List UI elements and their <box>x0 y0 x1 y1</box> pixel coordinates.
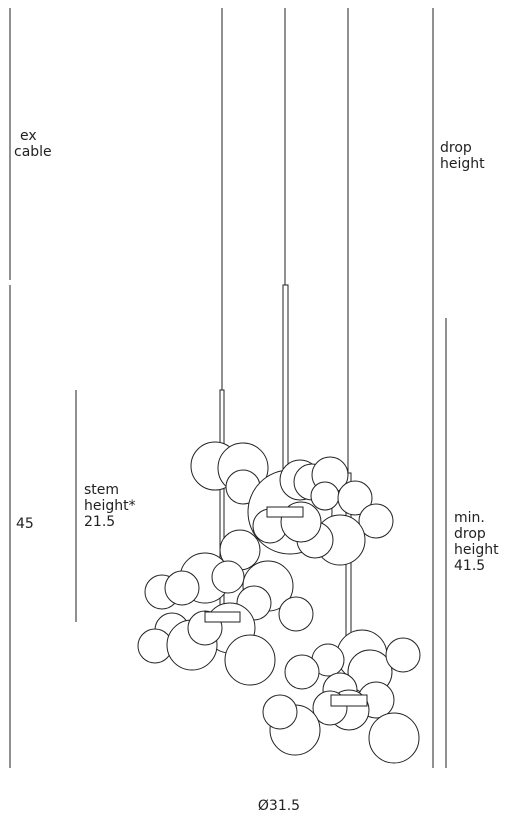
dimension-lines <box>9 8 447 768</box>
labels: ex cable drop height 45 stem height* 21.… <box>14 128 499 814</box>
label: stem <box>84 482 119 498</box>
label: drop <box>454 526 486 542</box>
label: height <box>454 542 499 558</box>
label: 41.5 <box>454 558 485 574</box>
label: height <box>440 156 485 172</box>
label: 21.5 <box>84 514 115 530</box>
label: drop <box>440 140 472 156</box>
label: height* <box>84 498 136 514</box>
label: 45 <box>16 516 34 532</box>
label: min. <box>454 510 485 526</box>
label: Ø31.5 <box>258 798 300 814</box>
label: ex <box>20 128 37 144</box>
label: cable <box>14 144 52 160</box>
mounts <box>204 506 368 707</box>
bubbles <box>137 441 421 764</box>
